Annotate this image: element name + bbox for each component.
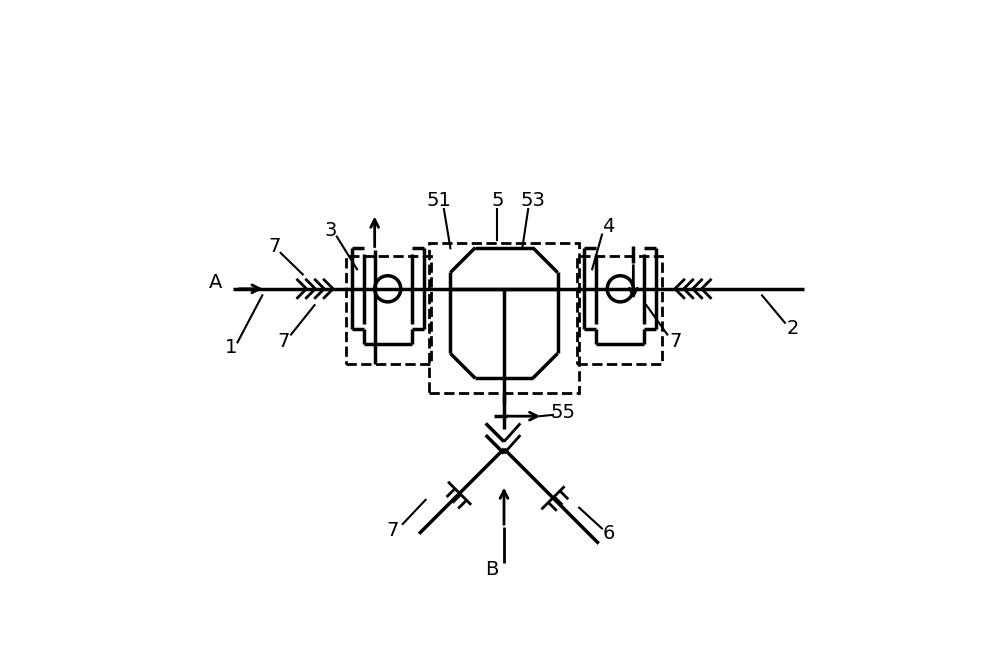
Bar — [428, 243, 580, 394]
Text: 7: 7 — [277, 331, 289, 350]
Bar — [346, 256, 430, 364]
Text: 5: 5 — [491, 191, 504, 210]
Text: 2: 2 — [786, 319, 799, 337]
Text: 7: 7 — [387, 521, 399, 540]
Text: 7: 7 — [669, 331, 681, 350]
Text: 7: 7 — [268, 237, 280, 256]
Text: 55: 55 — [550, 403, 576, 422]
Text: 3: 3 — [324, 220, 337, 239]
Text: 51: 51 — [426, 191, 452, 210]
Text: 53: 53 — [521, 191, 546, 210]
Text: B: B — [486, 560, 499, 579]
Text: 1: 1 — [225, 338, 237, 357]
Text: 4: 4 — [603, 217, 615, 236]
Bar — [578, 256, 662, 364]
Text: A: A — [209, 273, 222, 292]
Text: 6: 6 — [603, 524, 615, 543]
